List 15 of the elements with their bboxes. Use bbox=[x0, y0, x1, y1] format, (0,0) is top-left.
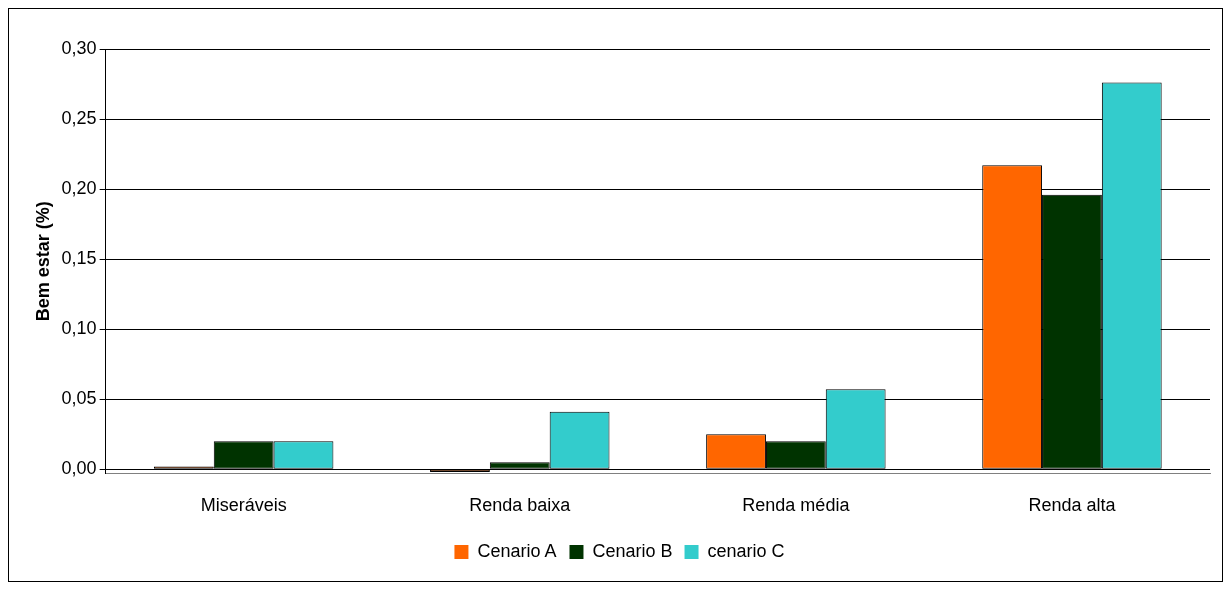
y-tick-label: 0,20 bbox=[61, 178, 97, 199]
x-tick-label: Renda baixa bbox=[469, 495, 572, 516]
y-tick-label: 0,10 bbox=[61, 318, 97, 339]
y-tick-label: 0,00 bbox=[61, 458, 97, 479]
y-tick-label: 0,05 bbox=[61, 388, 97, 409]
y-tick-label: 0,25 bbox=[61, 108, 97, 128]
legend-label: Cenario A bbox=[477, 540, 557, 561]
x-tick-label: Renda média bbox=[742, 495, 851, 516]
y-tick-label: 0,15 bbox=[61, 248, 97, 269]
x-tick-label: Renda alta bbox=[1028, 495, 1117, 516]
y-axis-title: Bem estar (%) bbox=[32, 201, 53, 322]
legend-label: cenario C bbox=[707, 540, 785, 561]
y-tick-label: 0,30 bbox=[61, 37, 97, 58]
x-tick-label: Miseráveis bbox=[200, 495, 287, 516]
legend-label: Cenario B bbox=[592, 540, 673, 561]
